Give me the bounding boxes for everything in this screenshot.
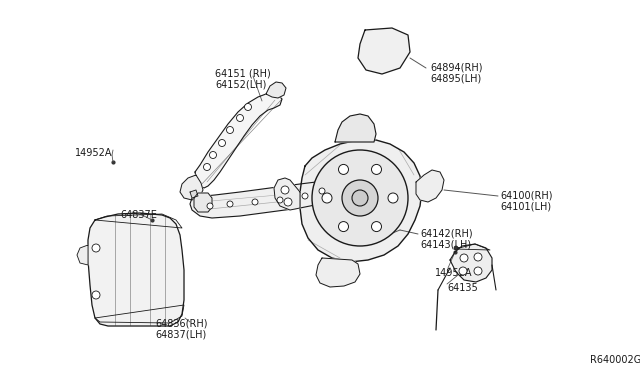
Polygon shape	[266, 82, 286, 98]
Circle shape	[474, 267, 482, 275]
Circle shape	[277, 197, 283, 203]
Circle shape	[218, 140, 225, 147]
Circle shape	[281, 186, 289, 194]
Circle shape	[312, 150, 408, 246]
Text: 14952A: 14952A	[435, 268, 472, 278]
Polygon shape	[274, 178, 300, 210]
Polygon shape	[180, 175, 203, 200]
Circle shape	[388, 193, 398, 203]
Text: 64100(RH)
64101(LH): 64100(RH) 64101(LH)	[500, 190, 552, 212]
Circle shape	[371, 164, 381, 174]
Circle shape	[227, 201, 233, 207]
Circle shape	[474, 253, 482, 261]
Circle shape	[244, 103, 252, 110]
Text: 64142(RH)
64143(LH): 64142(RH) 64143(LH)	[420, 228, 472, 250]
Polygon shape	[88, 213, 184, 326]
Polygon shape	[358, 28, 410, 74]
Circle shape	[209, 151, 216, 158]
Circle shape	[454, 246, 458, 250]
Polygon shape	[195, 93, 282, 188]
Circle shape	[92, 291, 100, 299]
Circle shape	[459, 267, 467, 275]
Circle shape	[371, 222, 381, 232]
Circle shape	[339, 164, 349, 174]
Polygon shape	[335, 114, 376, 142]
Text: 64894(RH)
64895(LH): 64894(RH) 64895(LH)	[430, 62, 483, 84]
Text: 64836(RH)
64837(LH): 64836(RH) 64837(LH)	[155, 318, 207, 340]
Circle shape	[284, 198, 292, 206]
Polygon shape	[416, 170, 444, 202]
Polygon shape	[77, 245, 88, 265]
Text: 64151 (RH)
64152(LH): 64151 (RH) 64152(LH)	[215, 68, 271, 90]
Circle shape	[252, 199, 258, 205]
Text: 64135: 64135	[447, 283, 477, 293]
Polygon shape	[190, 182, 340, 218]
Polygon shape	[316, 258, 360, 287]
Circle shape	[204, 164, 211, 170]
Circle shape	[342, 180, 378, 216]
Circle shape	[322, 193, 332, 203]
Circle shape	[237, 115, 243, 122]
Circle shape	[227, 126, 234, 134]
Text: R640002G: R640002G	[590, 355, 640, 365]
Polygon shape	[450, 244, 492, 282]
Circle shape	[302, 193, 308, 199]
Circle shape	[460, 254, 468, 262]
Circle shape	[339, 222, 349, 232]
Polygon shape	[300, 140, 422, 262]
Text: 14952A: 14952A	[75, 148, 113, 158]
Polygon shape	[194, 193, 212, 212]
Polygon shape	[190, 190, 198, 198]
Circle shape	[352, 190, 368, 206]
Circle shape	[92, 244, 100, 252]
Circle shape	[207, 203, 213, 209]
Circle shape	[319, 188, 325, 194]
Text: 64837E: 64837E	[120, 210, 157, 220]
